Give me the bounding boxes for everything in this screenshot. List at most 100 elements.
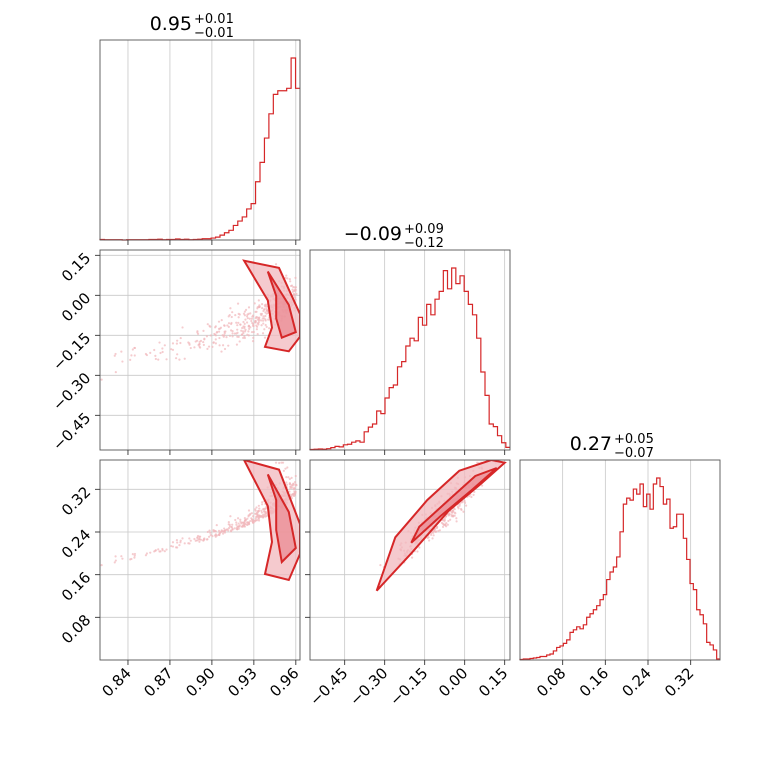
sample-point [171,541,175,544]
sample-point [133,552,137,556]
sample-point [260,324,263,327]
sample-point [262,315,265,318]
sample-point [163,550,166,553]
sample-point [292,285,295,289]
sample-point [261,501,264,504]
sample-point [247,509,251,512]
sample-point [261,332,265,335]
sample-point [133,354,136,357]
sample-point [233,332,236,335]
sample-point [237,316,240,319]
pair-1-2-contour-outer [375,460,507,592]
sample-point [236,324,239,327]
sample-point [205,538,209,541]
sample-point [214,342,217,345]
sample-point [223,347,227,351]
sample-point [241,521,245,524]
param-1-y-tick-label: −0.15 [49,329,94,374]
sample-point [294,276,297,279]
sample-point [244,318,247,321]
pair-0-1-grid [100,250,300,450]
histogram-title-1: −0.09 +0.09−0.12 [344,222,444,251]
param-1-y-tick-label: −0.45 [49,409,94,454]
pair-0-2-contour-inner [266,473,297,565]
sample-point [257,319,261,322]
sample-point [206,530,209,534]
sample-point [231,523,234,526]
sample-point [198,345,201,348]
sample-point [256,307,259,310]
sample-point [249,312,252,315]
sample-point [432,531,435,534]
sample-point [233,527,236,530]
sample-point [170,544,173,548]
sample-point [235,523,238,526]
sample-point [171,348,175,351]
sample-point [470,495,473,499]
sample-point [291,290,294,293]
sample-point [230,526,233,529]
sample-point [214,338,217,341]
pair-1-2-frame [309,459,511,661]
sample-point [178,544,181,547]
sample-point [239,518,242,521]
pair-1-2-grid [310,460,510,660]
sample-point [263,336,267,339]
sample-point [175,539,178,542]
sample-point [198,540,201,543]
sample-point [202,340,205,344]
title-plus-error: +0.01 [194,12,234,27]
sample-point [243,336,246,340]
sample-point [207,345,211,348]
sample-point [416,550,419,553]
sample-point [158,550,161,553]
param-1-y-tick-label: −0.30 [49,369,94,414]
sample-point [231,329,234,333]
sample-point [288,482,291,486]
sample-point [188,343,191,346]
sample-point [121,360,124,363]
sample-point [174,357,178,360]
sample-point [221,532,225,535]
param-0-x-tick-label: 0.84 [98,664,134,700]
sample-point [432,534,435,537]
sample-point [242,312,246,315]
sample-point [264,323,267,327]
sample-point [181,537,184,540]
param-1-x-tick-label: −0.15 [386,664,431,709]
sample-point [255,506,258,509]
pair-0-1-density [100,259,300,381]
sample-point [250,512,254,515]
sample-point [222,335,225,338]
sample-point [476,461,479,464]
sample-point [239,323,242,326]
sample-point [247,330,250,333]
sample-point [481,484,484,487]
sample-point [252,330,255,334]
sample-point [120,555,123,558]
sample-point [274,263,278,266]
sample-point [179,541,182,544]
sample-point [257,504,260,507]
sample-point [239,520,242,523]
sample-point [294,474,297,478]
sample-point [453,508,456,511]
sample-point [463,501,467,504]
sample-point [213,534,217,537]
sample-point [234,518,237,522]
sample-point [291,288,294,291]
sample-point [231,335,234,338]
sample-point [237,522,240,525]
param-2-y-tick-label: 0.32 [58,483,94,519]
param-2-y-tick-label: 0.24 [58,526,94,562]
sample-point [96,563,98,565]
sample-point [449,518,452,521]
sample-point [165,548,168,551]
sample-point [473,490,476,494]
title-minus-error: −0.01 [194,26,234,41]
sample-point [462,510,465,513]
sample-point [448,513,451,516]
sample-point [256,511,260,514]
sample-point [290,497,293,500]
sample-point [133,346,136,350]
